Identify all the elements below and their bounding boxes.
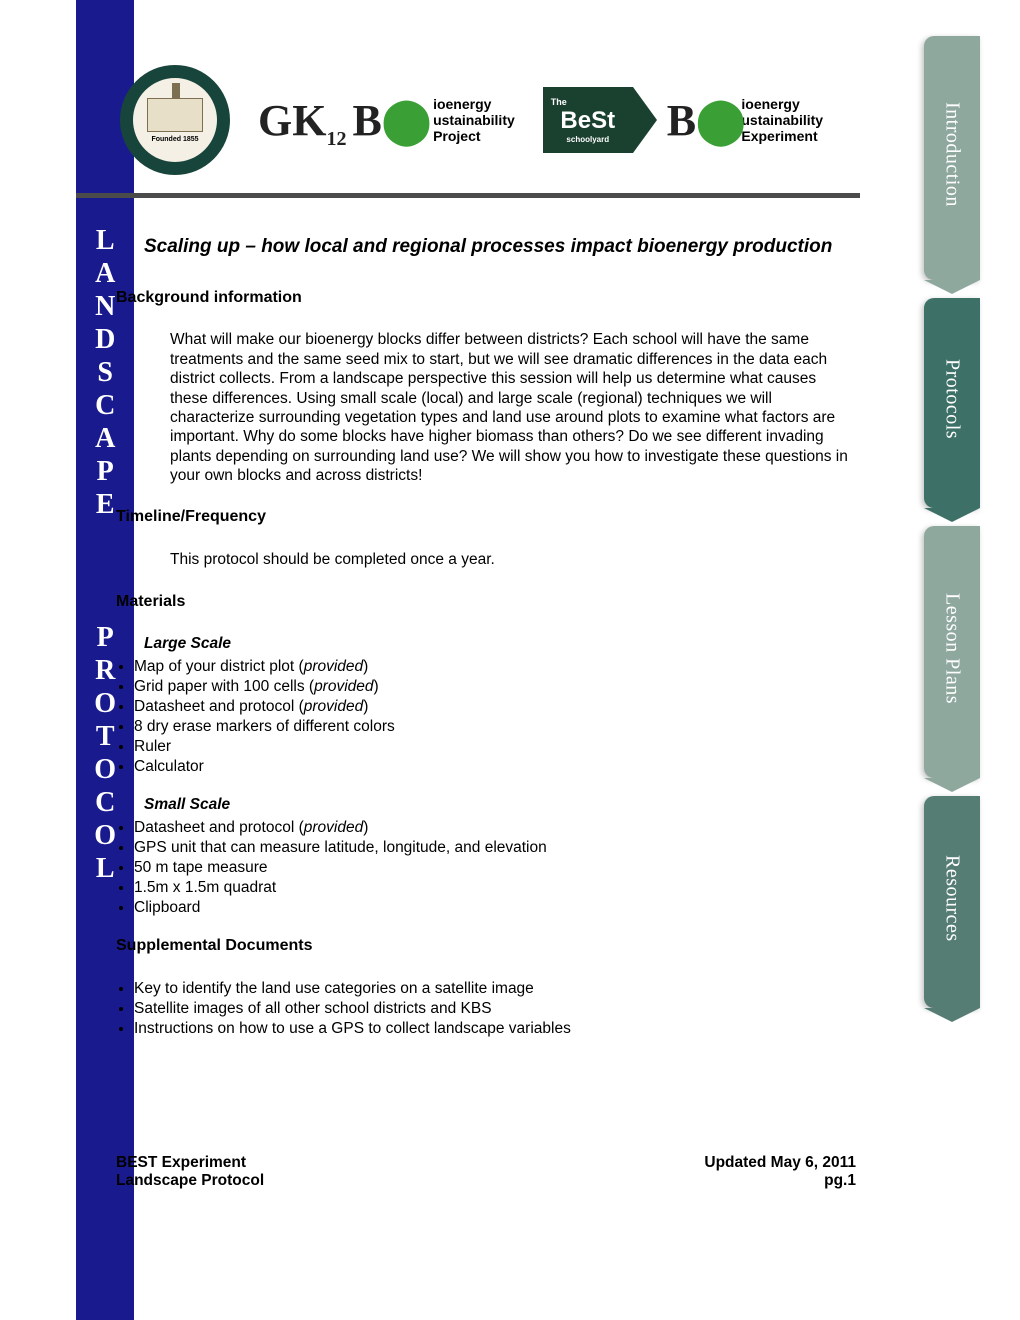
background-paragraph: What will make our bioenergy blocks diff… [170, 330, 854, 485]
provided-label: provided [304, 698, 363, 715]
b-letter-2: B [667, 96, 696, 145]
bsp1b: ustainability [433, 112, 515, 128]
large-scale-head: Large Scale [144, 634, 854, 654]
list-item: Satellite images of all other school dis… [134, 999, 854, 1019]
best-arrow-icon [633, 87, 657, 153]
small-scale-head: Small Scale [144, 795, 854, 815]
section-supplemental-head: Supplemental Documents [116, 936, 854, 957]
list-item: Map of your district plot (provided) [134, 657, 854, 677]
li-text: Grid paper with 100 cells ( [134, 678, 314, 695]
page-footer: BEST Experiment Landscape Protocol Updat… [116, 1154, 856, 1190]
footer-left: BEST Experiment Landscape Protocol [116, 1154, 264, 1190]
bse-c: Experiment [741, 128, 823, 144]
main-content: Scaling up – how local and regional proc… [144, 235, 854, 1058]
list-item: 8 dry erase markers of different colors [134, 717, 854, 737]
footer-right-1: Updated May 6, 2011 [704, 1154, 856, 1172]
spine-text-container: LANDSCAPE PROTOCOL [76, 225, 134, 1025]
section-materials-head: Materials [116, 592, 854, 613]
b-letter-1: B [352, 96, 381, 145]
msu-seal-inner: Founded 1855 [131, 76, 219, 164]
section-background-head: Background information [116, 288, 854, 309]
best-sub: schoolyard [566, 135, 609, 144]
list-item: 50 m tape measure [134, 858, 854, 878]
header-logos: Founded 1855 G K 12 B⬤ ioenergy ustainab… [120, 60, 860, 180]
supplemental-list: Key to identify the land use categories … [134, 979, 854, 1039]
gk12-g: G [258, 95, 292, 146]
footer-left-2: Landscape Protocol [116, 1172, 264, 1190]
list-item: Grid paper with 100 cells (provided) [134, 677, 854, 697]
tab-label: Protocols [941, 339, 964, 467]
provided-label: provided [314, 678, 373, 695]
b-icon-1: B⬤ [352, 95, 431, 146]
bsp-text-2: ioenergy ustainability Experiment [741, 96, 823, 144]
large-scale-list: Map of your district plot (provided) Gri… [134, 657, 854, 778]
leaf-icon-2: ⬤ [696, 96, 745, 145]
leaf-icon: ⬤ [382, 96, 431, 145]
li-text: Datasheet and protocol ( [134, 819, 304, 836]
footer-right: Updated May 6, 2011 pg.1 [704, 1154, 856, 1190]
footer-left-1: BEST Experiment [116, 1154, 264, 1172]
li-text: Map of your district plot ( [134, 658, 304, 675]
spine-word-1: LANDSCAPE [90, 225, 119, 522]
side-tab-resources[interactable]: Resources [924, 796, 980, 1008]
msu-founded-text: Founded 1855 [151, 136, 198, 143]
section-timeline-head: Timeline/Frequency [116, 507, 854, 528]
msu-building-icon [147, 98, 203, 132]
b-icon-2: B⬤ [667, 95, 746, 146]
gk12-12: 12 [326, 128, 346, 151]
list-item: Datasheet and protocol (provided) [134, 818, 854, 838]
list-item: Key to identify the land use categories … [134, 979, 854, 999]
chevron-down-icon [924, 778, 980, 792]
list-item: Clipboard [134, 898, 854, 918]
provided-label: provided [304, 658, 363, 675]
side-tab-protocols[interactable]: Protocols [924, 298, 980, 508]
list-item: Datasheet and protocol (provided) [134, 697, 854, 717]
best-logo: The BeSt schoolyard B⬤ ioenergy ustainab… [543, 87, 823, 153]
spine-word-2: PROTOCOL [90, 622, 119, 886]
bsp1a: ioenergy [433, 96, 515, 112]
gk12-text: G K 12 [258, 95, 346, 146]
chevron-down-icon [924, 1008, 980, 1022]
li-text: Datasheet and protocol ( [134, 698, 304, 715]
tab-label: Resources [941, 835, 964, 970]
best-square: The BeSt schoolyard [543, 87, 633, 153]
list-item: GPS unit that can measure latitude, long… [134, 838, 854, 858]
best-main: BeSt [560, 107, 615, 135]
msu-seal-logo: Founded 1855 [120, 65, 230, 175]
chevron-down-icon [924, 508, 980, 522]
list-item: Calculator [134, 757, 854, 777]
header-divider [76, 193, 860, 198]
provided-label: provided [304, 819, 363, 836]
side-tab-lesson-plans[interactable]: Lesson Plans [924, 526, 980, 778]
side-tabs: Introduction Protocols Lesson Plans Resourc… [924, 36, 980, 1008]
chevron-down-icon [924, 280, 980, 294]
timeline-paragraph: This protocol should be completed once a… [170, 550, 854, 569]
list-item: Ruler [134, 737, 854, 757]
tab-label: Introduction [941, 82, 964, 235]
footer-right-2: pg.1 [704, 1172, 856, 1190]
page-title: Scaling up – how local and regional proc… [144, 235, 854, 260]
gk12-k: K [292, 95, 326, 146]
tab-label: Lesson Plans [941, 573, 964, 732]
bsp1c: Project [433, 128, 515, 144]
bse-a: ioenergy [741, 96, 823, 112]
gk12-logo: G K 12 B⬤ ioenergy ustainability Project [258, 95, 515, 146]
list-item: Instructions on how to use a GPS to coll… [134, 1019, 854, 1039]
bse-b: ustainability [741, 112, 823, 128]
bsp-text-1: ioenergy ustainability Project [433, 96, 515, 144]
list-item: 1.5m x 1.5m quadrat [134, 878, 854, 898]
small-scale-list: Datasheet and protocol (provided) GPS un… [134, 818, 854, 919]
side-tab-introduction[interactable]: Introduction [924, 36, 980, 280]
best-the: The [551, 97, 567, 107]
